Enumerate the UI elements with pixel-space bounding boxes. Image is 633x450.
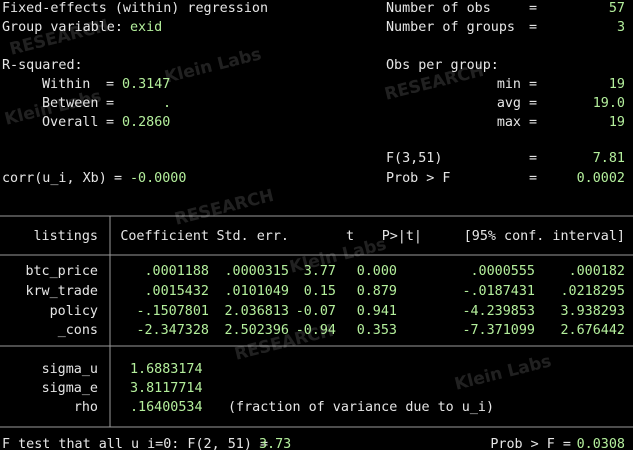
probf-label: Prob > F [386, 171, 451, 186]
cell: -0.94 [296, 323, 336, 338]
min-label: min [497, 77, 521, 92]
overall-label: Overall [42, 115, 98, 130]
cell: -2.347328 [136, 323, 209, 338]
f-value: 7.81 [593, 151, 625, 166]
cell: 0.353 [357, 323, 397, 338]
corr-value: -0.0000 [130, 171, 186, 186]
cell: 0.941 [357, 304, 397, 319]
prob-label: Prob > F = [490, 437, 571, 450]
equals: = [106, 115, 114, 130]
max-label: max [497, 115, 521, 130]
f-test-value: 3.73 [259, 437, 291, 450]
cell: .0218295 [561, 284, 626, 299]
row-label: krw_trade [25, 284, 98, 299]
max-value: 19 [609, 115, 625, 130]
within-label: Within [42, 77, 90, 92]
rho-note: (fraction of variance due to u_i) [228, 400, 494, 415]
avg-value: 19.0 [593, 96, 625, 111]
row-label: btc_price [25, 264, 98, 279]
row-label: sigma_e [42, 381, 98, 396]
overall-value: 0.2860 [122, 115, 170, 130]
equals: = [529, 20, 537, 35]
equals: = [106, 77, 114, 92]
cell: -0.07 [296, 304, 336, 319]
cell: .0015432 [145, 284, 210, 299]
between-label: Between [42, 96, 98, 111]
ngroups-value: 3 [617, 20, 625, 35]
cell: .000182 [569, 264, 625, 279]
row-label: _cons [58, 323, 98, 338]
column-header: P>|t| [382, 229, 422, 244]
equals: = [529, 1, 537, 16]
row-label: sigma_u [42, 362, 98, 377]
equals: = [529, 171, 537, 186]
equals: = [114, 171, 122, 186]
column-header: Coefficient [120, 229, 209, 244]
column-header: Std. err. [216, 229, 289, 244]
equals: = [106, 96, 114, 111]
row-label: policy [50, 304, 98, 319]
prob-value: 0.0308 [577, 437, 625, 450]
cell: -.1507801 [136, 304, 209, 319]
title: Fixed-effects (within) regression [2, 1, 268, 16]
ngroups-label: Number of groups [386, 20, 515, 35]
cell: .0000555 [471, 264, 536, 279]
column-header: [95% conf. interval] [464, 229, 625, 244]
group-label: Group variable: [2, 20, 123, 35]
min-value: 19 [609, 77, 625, 92]
cell: 0.879 [357, 284, 397, 299]
cell: .16400534 [130, 400, 203, 415]
cell: 3.8117714 [130, 381, 203, 396]
corr-label: corr(u_i, Xb) [2, 171, 107, 186]
r-squared-label: R-squared: [2, 58, 83, 73]
f-label: F(3,51) [386, 151, 442, 166]
cell: 2.676442 [561, 323, 626, 338]
cell: -4.239853 [462, 304, 535, 319]
cell: -.0187431 [462, 284, 535, 299]
nobs-label: Number of obs [386, 1, 491, 16]
between-value: . [163, 96, 171, 111]
column-header: listings [34, 229, 99, 244]
cell: 2.502396 [225, 323, 290, 338]
cell: .0101049 [225, 284, 290, 299]
group-value: exid [130, 20, 162, 35]
cell: 3.77 [304, 264, 336, 279]
f-test-label: F test that all u_i=0: F(2, 51) = [2, 437, 268, 450]
equals: = [529, 96, 537, 111]
cell: 0.15 [304, 284, 336, 299]
cell: -7.371099 [462, 323, 535, 338]
column-header: t [346, 229, 354, 244]
cell: 1.6883174 [130, 362, 203, 377]
cell: .0001188 [145, 264, 210, 279]
nobs-value: 57 [609, 1, 625, 16]
equals: = [529, 115, 537, 130]
cell: .0000315 [225, 264, 290, 279]
probf-value: 0.0002 [577, 171, 625, 186]
cell: 2.036813 [225, 304, 290, 319]
within-value: 0.3147 [122, 77, 170, 92]
equals: = [529, 151, 537, 166]
avg-label: avg [497, 96, 521, 111]
equals: = [529, 77, 537, 92]
cell: 3.938293 [561, 304, 626, 319]
row-label: rho [74, 400, 98, 415]
obs-per-group-label: Obs per group: [386, 58, 499, 73]
cell: 0.000 [357, 264, 397, 279]
